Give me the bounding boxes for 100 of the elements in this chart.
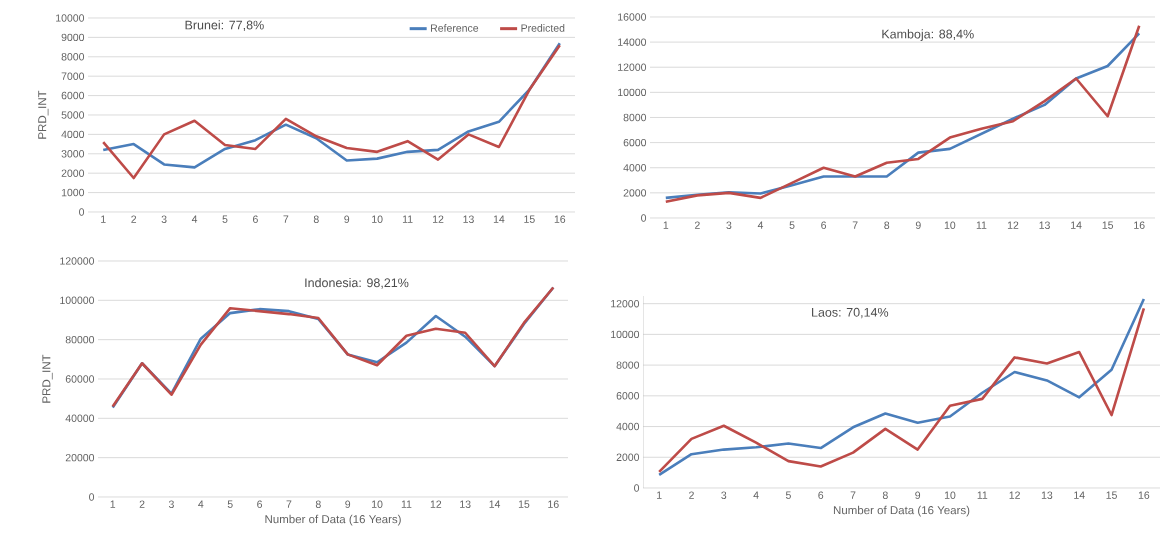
y-tick-label: 2000 bbox=[61, 169, 85, 177]
x-tick-label: 7 bbox=[286, 500, 292, 508]
y-tick-label: 12000 bbox=[611, 299, 640, 308]
x-tick-label: 12 bbox=[430, 500, 442, 508]
x-tick-label: 2 bbox=[131, 215, 137, 223]
x-tick-label: 16 bbox=[554, 215, 566, 223]
y-tick-label: 12000 bbox=[618, 63, 647, 71]
y-tick-label: 2000 bbox=[616, 453, 640, 461]
x-axis-title: Number of Data (16 Years) bbox=[265, 514, 401, 526]
y-tick-label: 10000 bbox=[611, 330, 640, 339]
x-tick-label: 13 bbox=[1039, 221, 1050, 229]
x-tick-label: 11 bbox=[401, 500, 412, 508]
y-tick-label: 10000 bbox=[56, 14, 85, 22]
x-tick-label: 3 bbox=[726, 221, 732, 229]
x-tick-label: 14 bbox=[493, 215, 505, 223]
text: Laos: 70,14% bbox=[812, 307, 889, 319]
x-tick-label: 8 bbox=[884, 221, 890, 229]
x-tick-label: 2 bbox=[139, 500, 145, 508]
y-axis-title: PRD_INT bbox=[38, 90, 49, 139]
x-tick-label: 2 bbox=[694, 221, 700, 229]
x-tick-label: 5 bbox=[789, 221, 795, 229]
y-tick-label: 8000 bbox=[61, 53, 85, 61]
y-tick-label: 4000 bbox=[623, 164, 647, 172]
x-tick-label: 4 bbox=[753, 491, 759, 499]
y-tick-label: 4000 bbox=[616, 422, 640, 431]
x-tick-label: 4 bbox=[191, 215, 198, 223]
y-tick-label: 80000 bbox=[65, 335, 95, 344]
x-tick-label: 15 bbox=[518, 500, 530, 508]
x-tick-label: 10 bbox=[944, 221, 956, 229]
x-tick-label: 3 bbox=[161, 215, 167, 223]
y-tick-label: 2000 bbox=[623, 189, 647, 197]
x-tick-label: 9 bbox=[345, 500, 351, 508]
x-tick-label: 3 bbox=[168, 500, 174, 508]
y-tick-label: 60000 bbox=[65, 375, 95, 383]
y-tick-label: 16000 bbox=[618, 13, 647, 21]
x-tick-label: 15 bbox=[1102, 221, 1114, 229]
x-tick-label: 16 bbox=[548, 500, 559, 508]
x-tick-label: 1 bbox=[663, 221, 669, 229]
x-tick-label: 6 bbox=[253, 215, 258, 223]
y-tick-label: 6000 bbox=[61, 91, 85, 100]
x-tick-label: 8 bbox=[882, 491, 888, 499]
x-tick-label: 1 bbox=[101, 215, 106, 223]
x-tick-label: 7 bbox=[850, 491, 856, 499]
x-tick-label: 8 bbox=[313, 215, 319, 223]
x-tick-label: 9 bbox=[915, 221, 921, 229]
x-tick-label: 2 bbox=[689, 491, 694, 499]
x-tick-label: 14 bbox=[1071, 221, 1082, 229]
y-tick-label: 6000 bbox=[623, 138, 647, 147]
y-tick-label: 3000 bbox=[61, 150, 85, 158]
x-tick-label: 9 bbox=[344, 215, 350, 223]
x-tick-label: 1 bbox=[110, 500, 116, 508]
x-tick-label: 14 bbox=[1074, 491, 1085, 499]
y-tick-label: 0 bbox=[634, 484, 640, 492]
x-tick-label: 10 bbox=[944, 491, 956, 499]
y-tick-label: 6000 bbox=[616, 392, 640, 400]
y-tick-label: 0 bbox=[641, 214, 647, 222]
x-tick-label: 8 bbox=[315, 500, 321, 508]
x-tick-label: 7 bbox=[283, 215, 289, 223]
y-tick-label: 8000 bbox=[616, 361, 640, 369]
text: Indonesia: 98,21% bbox=[305, 277, 409, 289]
x-tick-label: 13 bbox=[460, 500, 471, 508]
x-tick-label: 10 bbox=[372, 215, 383, 223]
y-tick-label: 7000 bbox=[61, 72, 85, 80]
x-tick-label: 11 bbox=[977, 491, 988, 499]
x-tick-label: 12 bbox=[1007, 221, 1019, 229]
x-tick-label: 14 bbox=[489, 500, 501, 508]
x-tick-label: 13 bbox=[1041, 491, 1053, 499]
x-tick-label: 6 bbox=[821, 221, 827, 229]
x-tick-label: 6 bbox=[257, 500, 263, 508]
x-tick-label: 4 bbox=[198, 500, 204, 508]
y-tick-label: 40000 bbox=[65, 414, 95, 423]
x-tick-label: 3 bbox=[721, 491, 727, 499]
legend-label: Predicted bbox=[521, 24, 565, 32]
x-tick-label: 7 bbox=[852, 221, 858, 229]
x-tick-label: 11 bbox=[402, 215, 413, 223]
legend-label: Reference bbox=[431, 24, 479, 32]
y-tick-label: 20000 bbox=[65, 453, 95, 462]
y-tick-label: 120000 bbox=[60, 257, 95, 265]
x-tick-label: 12 bbox=[1009, 491, 1020, 499]
x-tick-label: 15 bbox=[1106, 491, 1117, 499]
y-tick-label: 10000 bbox=[618, 88, 647, 97]
y-tick-label: 4000 bbox=[61, 130, 85, 139]
y-tick-label: 8000 bbox=[623, 113, 647, 122]
x-tick-label: 16 bbox=[1138, 491, 1150, 499]
x-tick-label: 15 bbox=[524, 215, 535, 223]
x-tick-label: 5 bbox=[222, 215, 228, 223]
text: Kamboja: 88,4% bbox=[882, 29, 974, 41]
x-tick-label: 1 bbox=[657, 491, 662, 499]
x-tick-label: 9 bbox=[915, 491, 921, 499]
chart-title: Brunei: 77,8% bbox=[185, 20, 264, 31]
x-tick-label: 16 bbox=[1134, 221, 1145, 229]
y-tick-label: 9000 bbox=[61, 33, 85, 42]
y-tick-label: 14000 bbox=[618, 38, 647, 46]
y-tick-label: 1000 bbox=[61, 188, 85, 197]
y-axis-title: PRD_INT bbox=[42, 354, 53, 403]
y-tick-label: 100000 bbox=[60, 296, 95, 305]
x-tick-label: 10 bbox=[372, 500, 383, 508]
y-tick-label: 0 bbox=[89, 493, 95, 501]
x-tick-label: 4 bbox=[757, 221, 764, 229]
x-tick-label: 6 bbox=[818, 491, 824, 499]
